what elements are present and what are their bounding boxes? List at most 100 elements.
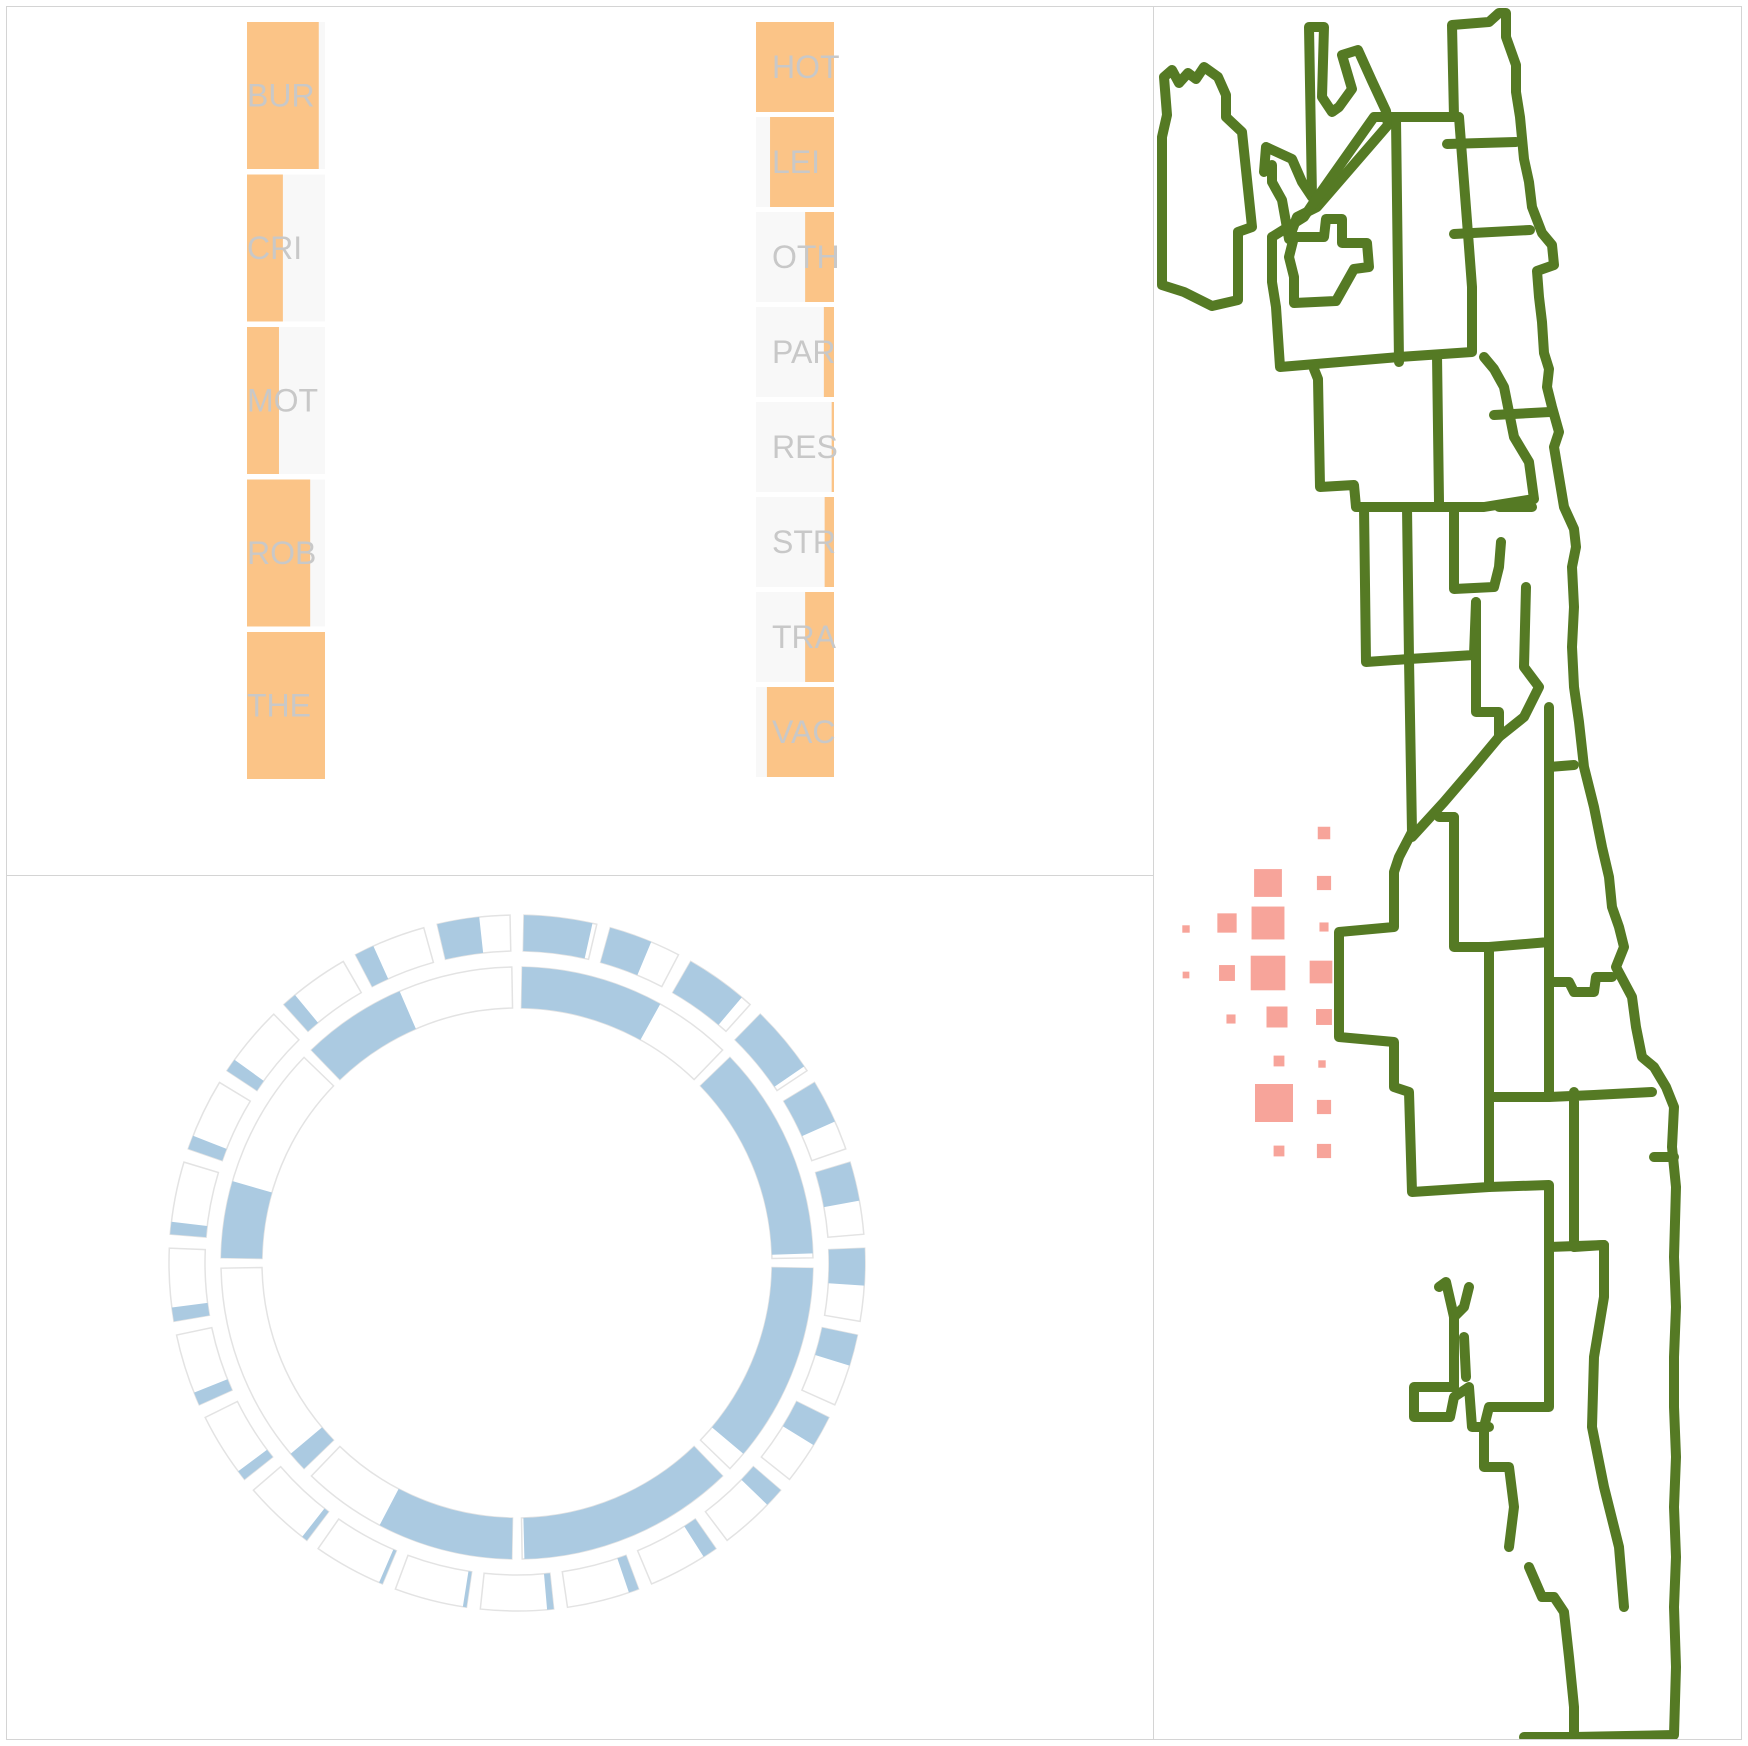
map-region [1267, 8, 1681, 1739]
arc-segment [194, 1379, 233, 1405]
map-marker [1273, 1055, 1285, 1067]
bar-label: LEI [772, 144, 820, 180]
map-marker [1182, 971, 1190, 979]
bar [247, 22, 319, 169]
radial-bar-chart [168, 914, 866, 1612]
map-marker [1317, 826, 1331, 840]
arc-segment [379, 1488, 513, 1559]
bar [247, 174, 283, 322]
map-region [1484, 1180, 1629, 1612]
arc-segment-outline [282, 960, 363, 1033]
arc-segment [741, 1466, 781, 1505]
map-region [1157, 62, 1257, 311]
bar-label: HOT [772, 49, 840, 85]
arc-segment [283, 994, 318, 1032]
arc-segment [684, 1519, 716, 1557]
map-marker [1219, 965, 1235, 981]
arc-segment-outline [220, 1266, 335, 1470]
arc-segment-outline [317, 1517, 398, 1585]
bar-background [756, 307, 834, 397]
map-region [1484, 760, 1579, 1192]
map-marker [1226, 1014, 1236, 1024]
arc-segment [379, 1549, 397, 1584]
arc-segment [815, 1162, 860, 1208]
arc-segment-outline [394, 1554, 473, 1609]
map-marker [1316, 875, 1332, 891]
bar [770, 117, 834, 207]
bar [831, 402, 834, 492]
arc-segment [523, 1446, 723, 1559]
bar-label: THE [247, 688, 311, 724]
bar-chart-panel: BUR CRI MOT ROB THE HOT LEI OTH PAR RES STR TRA VAC [6, 6, 1154, 876]
map-marker [1319, 922, 1329, 932]
arc-segment [617, 1555, 639, 1593]
map-marker [1250, 955, 1286, 991]
map-markers [1182, 826, 1333, 1159]
bar [756, 22, 834, 112]
map-marker [1255, 1084, 1293, 1122]
map-marker [1254, 869, 1282, 897]
bar-label: TRA [772, 619, 837, 655]
arc-segment [523, 915, 593, 959]
map-panel [1153, 6, 1742, 1740]
district-map [1157, 8, 1681, 1739]
bar-label: MOT [247, 383, 318, 419]
bar [247, 632, 325, 779]
arc-segment [828, 1248, 865, 1286]
arc-segment [735, 1014, 805, 1087]
map-region [1449, 812, 1494, 952]
arc-segment [437, 917, 484, 960]
map-region [1391, 114, 1404, 367]
map-region [1334, 654, 1554, 1197]
arc-segment [783, 1082, 835, 1137]
arc-segment-outline [169, 1161, 220, 1238]
arc-segment [302, 1508, 329, 1541]
arc-segment [815, 1327, 858, 1366]
arc-segment [238, 1449, 273, 1480]
bar-label: VAC [772, 714, 835, 750]
bar [824, 497, 834, 587]
map-region [1284, 214, 1374, 308]
bar [247, 327, 279, 474]
arc-segment [188, 1135, 227, 1161]
arc-segment [521, 967, 661, 1040]
bar-label: RES [772, 429, 838, 465]
arc-segment-outline [636, 1517, 717, 1585]
map-marker [1266, 1006, 1288, 1028]
arc-segment-outline [354, 926, 435, 988]
arc-segment-outline [704, 1465, 782, 1542]
arc-segment [600, 927, 652, 976]
map-regions [1157, 8, 1681, 1739]
arc-segment [543, 1573, 554, 1610]
bar-chart: BUR CRI MOT ROB THE HOT LEI OTH PAR RES STR TRA VAC [247, 22, 840, 779]
arc-segment-outline [175, 1326, 234, 1406]
map-marker [1309, 960, 1333, 984]
bar-background [756, 402, 834, 492]
bar [247, 479, 311, 627]
arc-segment [221, 1181, 272, 1259]
bar [805, 212, 834, 302]
bar [766, 687, 834, 777]
map-marker [1217, 913, 1237, 933]
arc-segment-outline [252, 1465, 330, 1542]
arc-segment-outline [187, 1081, 252, 1162]
map-region [1309, 352, 1539, 512]
arc-segment-outline [561, 1554, 640, 1609]
arc-segment [171, 1302, 210, 1322]
bar-label: ROB [247, 535, 316, 571]
map-marker [1316, 1143, 1332, 1159]
arc-segment-outline [168, 1247, 211, 1323]
bar-label: OTH [772, 239, 840, 275]
map-marker [1318, 1060, 1326, 1068]
map-region [1471, 582, 1544, 742]
map-region [1442, 137, 1555, 512]
bar-label: CRI [247, 230, 302, 266]
arc-segment [700, 1057, 813, 1255]
arc-segment [782, 1401, 829, 1446]
bar [805, 592, 834, 682]
bar-background [756, 497, 834, 587]
map-region [1569, 1152, 1679, 1252]
arc-segment [672, 961, 742, 1025]
map-marker [1316, 1009, 1332, 1025]
arc-segment [355, 946, 389, 987]
